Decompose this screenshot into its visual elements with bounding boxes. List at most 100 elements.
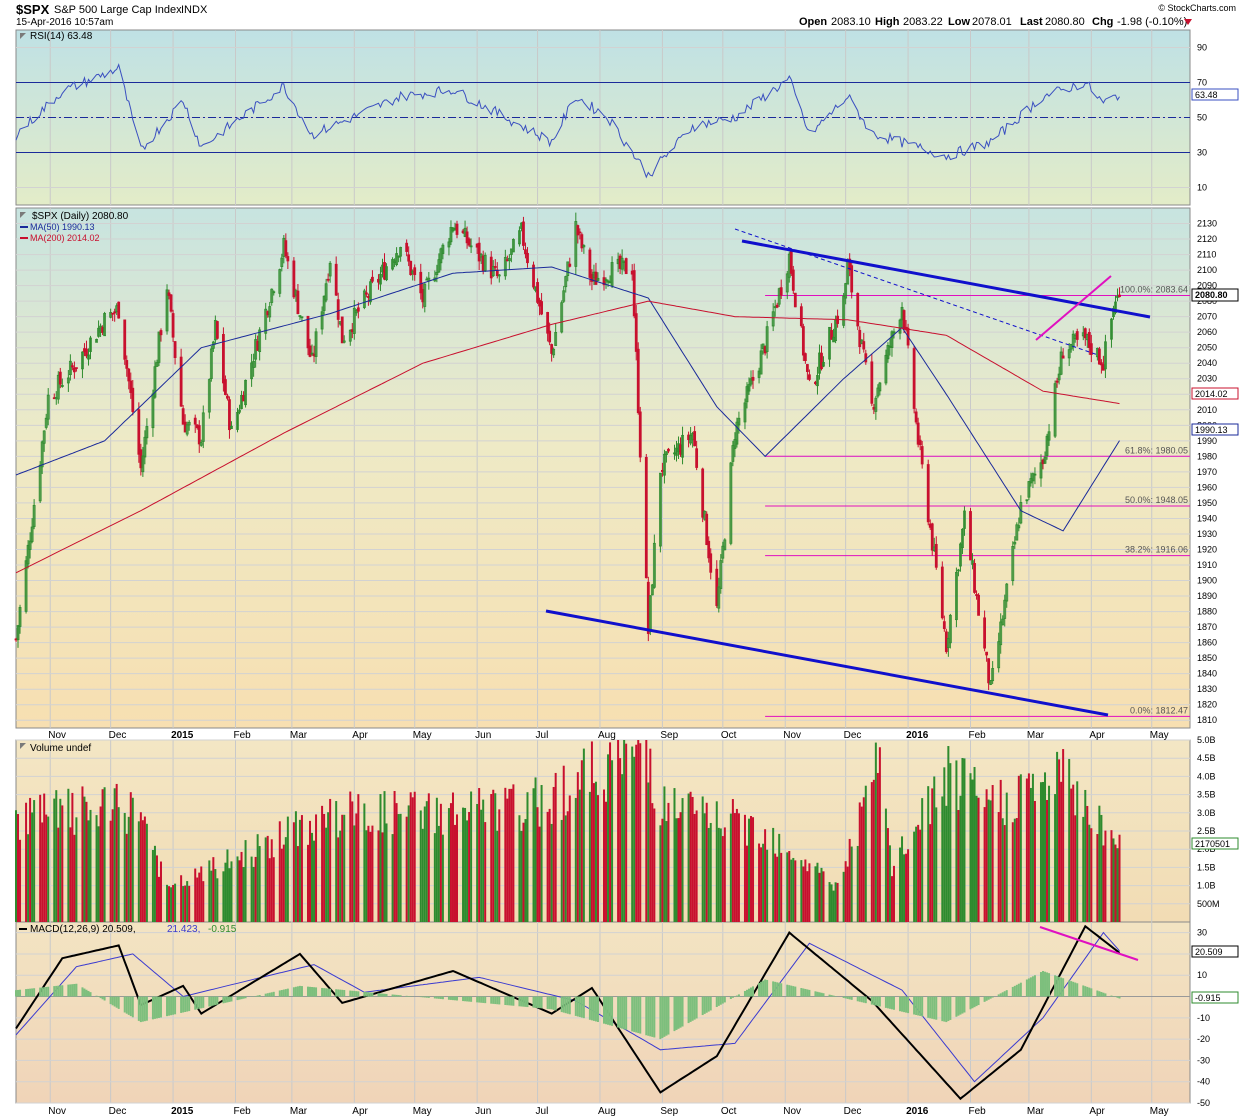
volume-bar (611, 760, 614, 922)
x-tick-label: Feb (969, 1106, 987, 1117)
volume-bar (750, 816, 753, 922)
macd-histogram-bar (29, 988, 32, 997)
fib-level-label: 100.0%: 2083.64 (1120, 284, 1188, 294)
volume-bar (890, 876, 893, 922)
volume-bar (534, 777, 537, 922)
macd-histogram-bar (39, 987, 42, 997)
volume-bar (876, 773, 879, 922)
macd-histogram-bar (607, 996, 610, 1025)
volume-bar (1056, 751, 1059, 922)
volume-bar (85, 801, 88, 922)
macd-histogram-bar (892, 996, 895, 1010)
volume-bar (383, 791, 386, 922)
volume-bar (673, 788, 676, 922)
macd-histogram-bar (85, 989, 88, 997)
price-candle-up (87, 354, 90, 360)
volume-bar (371, 825, 374, 922)
volume-bar (802, 866, 805, 922)
volume-bar (899, 847, 902, 922)
volume-bar (874, 742, 877, 922)
macd-histogram-bar (927, 996, 930, 1018)
price-candle-up (582, 245, 586, 248)
volume-bar (508, 788, 511, 922)
volume-bar (828, 882, 831, 922)
macd-histogram-bar (659, 996, 662, 1040)
volume-bar (1104, 830, 1107, 922)
macd-histogram-bar (433, 996, 436, 999)
volume-bar (609, 742, 612, 922)
price-candle-down (705, 513, 709, 545)
price-candle-up (447, 241, 451, 248)
volume-bar (594, 781, 597, 922)
price-candle-up (201, 412, 205, 442)
macd-histogram-bar (991, 996, 994, 998)
last-label: Last (1020, 16, 1043, 28)
macd-histogram-bar (969, 996, 972, 1010)
volume-bar (214, 869, 217, 922)
volume-bar (123, 812, 126, 922)
rsi-legend: RSI(14) 63.48 (20, 31, 93, 42)
macd-histogram-bar (45, 986, 48, 997)
price-candle-down (916, 422, 920, 445)
volume-bar (266, 835, 269, 922)
price-tick-label: 1850 (1197, 653, 1217, 663)
volume-bar (89, 809, 92, 922)
price-candle-down (228, 399, 231, 431)
macd-histogram-bar (17, 989, 20, 997)
macd-histogram-bar (764, 979, 767, 997)
price-candle-up (971, 560, 974, 565)
volume-bar (166, 884, 169, 922)
price-candle-up (141, 455, 145, 473)
volume-bar (155, 855, 158, 922)
macd-histogram-bar (159, 996, 162, 1018)
volume-bar (665, 821, 668, 922)
macd-histogram-bar (536, 996, 539, 1008)
macd-histogram-bar (407, 996, 410, 997)
price-candle-up (898, 319, 902, 334)
price-candle-down (292, 260, 296, 298)
macd-histogram-bar (973, 996, 976, 1008)
volume-bar (858, 802, 861, 922)
volume-bar (862, 797, 865, 922)
macd-histogram-bar (888, 996, 891, 1009)
volume-bar (451, 792, 454, 922)
volume-bar (649, 748, 652, 922)
volume-bar (905, 853, 908, 922)
volume-bar (25, 802, 28, 922)
volume-bar (949, 763, 952, 922)
volume-bar (83, 796, 86, 922)
price-candle-up (103, 313, 107, 337)
chart-marks: 100.0%: 2083.64 61.8%: 1980.05 50.0%: 1948… (14, 63, 1190, 1101)
volume-bar (270, 839, 273, 922)
volume-bar (645, 740, 648, 922)
price-candle-down (805, 364, 809, 372)
price-candle-up (483, 254, 487, 271)
rsi-tick-label: 90 (1197, 43, 1207, 53)
price-candle-up (681, 434, 684, 458)
price-candle-up (878, 382, 882, 392)
macd-histogram-bar (933, 996, 936, 1020)
macd-pink-trendline (1039, 926, 1139, 961)
price-tick-label: 2060 (1197, 327, 1217, 337)
volume-bar (184, 885, 187, 922)
volume-bar (484, 822, 487, 922)
macd-histogram-bar (99, 996, 102, 999)
price-candle-up (890, 331, 894, 348)
macd-histogram-bar (743, 990, 746, 997)
volume-bar (745, 845, 748, 922)
price-candle-down (1083, 328, 1087, 339)
price-candle-down (940, 566, 944, 619)
macd-histogram-bar (419, 996, 422, 998)
annotations (545, 228, 1151, 961)
macd-histogram-bar (611, 996, 614, 1026)
x-tick-label: Oct (721, 1106, 737, 1117)
macd-histogram-bar (828, 994, 831, 997)
macd-histogram-bar (552, 996, 555, 1010)
macd-histogram-bar (109, 996, 112, 1005)
macd-histogram-bar (830, 995, 833, 997)
macd-histogram-bar (47, 986, 50, 997)
volume-bar (605, 801, 608, 922)
volume-bar (677, 818, 680, 922)
price-candle-up (95, 338, 98, 343)
price-candle-down (775, 304, 779, 308)
